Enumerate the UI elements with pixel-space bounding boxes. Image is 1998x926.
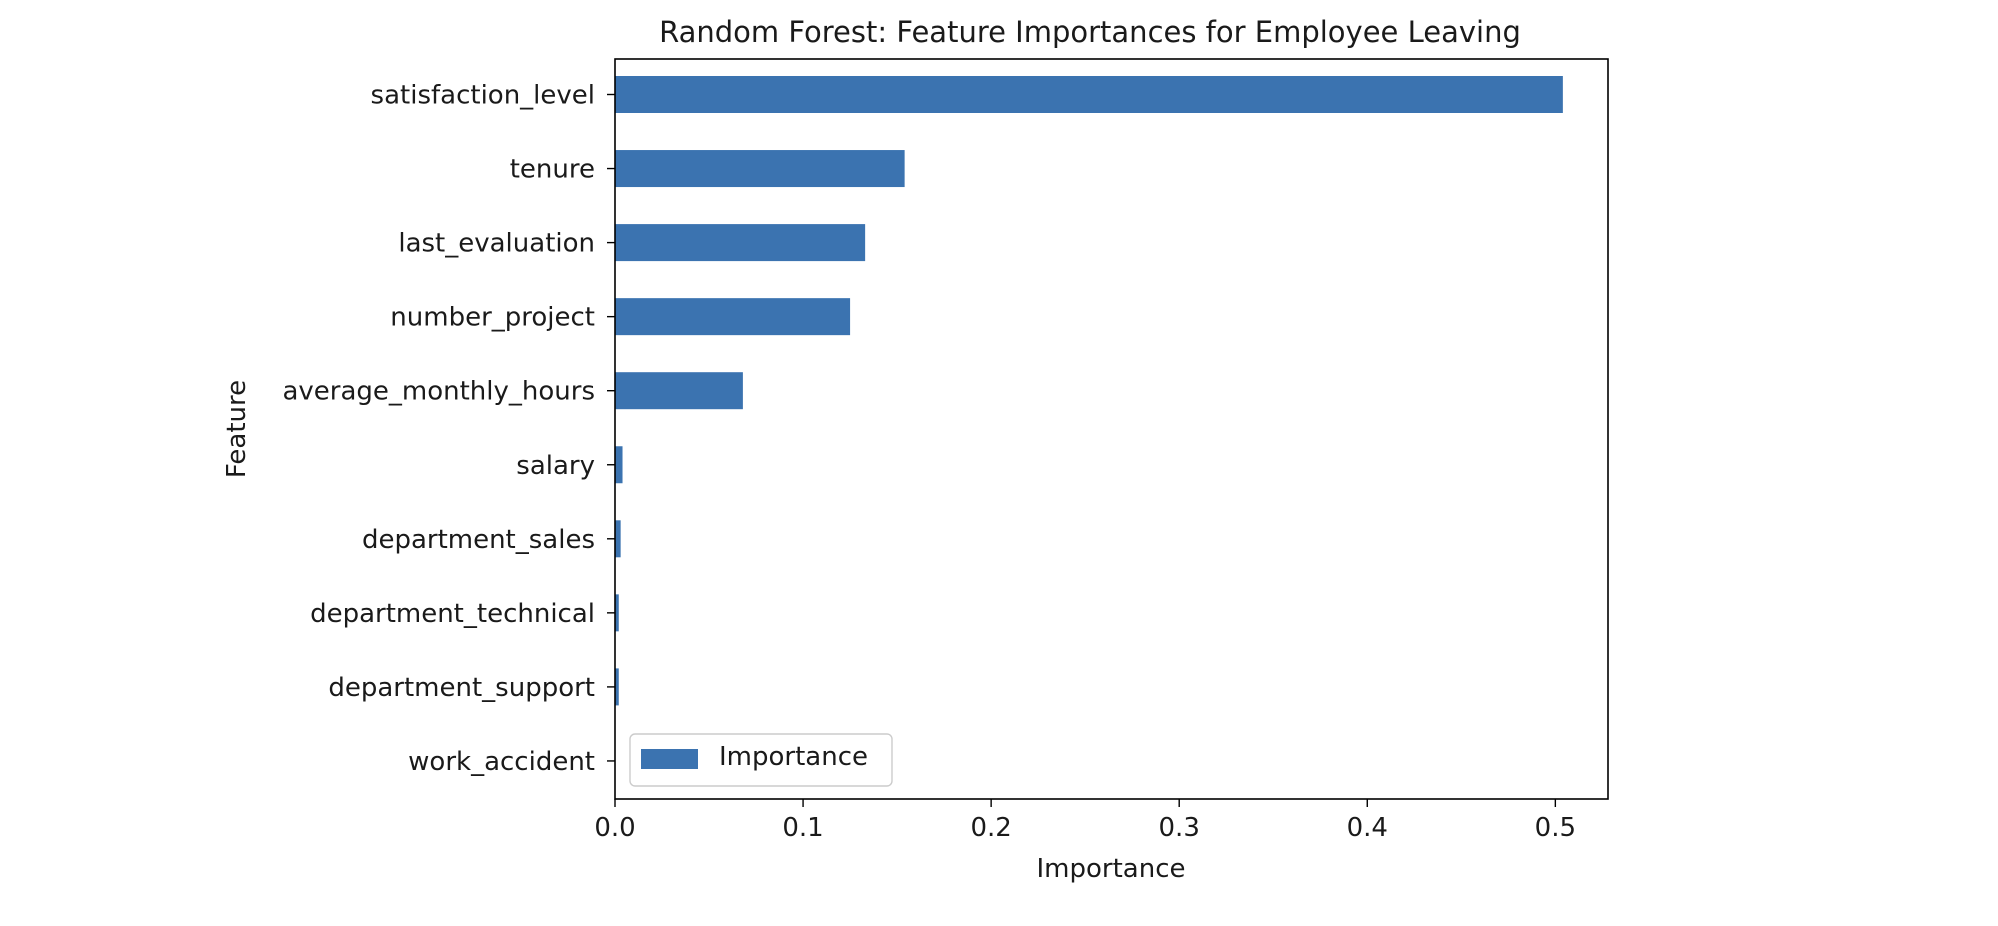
x-axis-ticks: 0.0 0.1 0.2 0.3 0.4 0.5	[594, 799, 1576, 843]
y-tick-label: last_evaluation	[398, 229, 595, 259]
bars-group	[615, 76, 1563, 706]
bar-salary	[615, 446, 623, 484]
bar-average-monthly-hours	[615, 372, 743, 410]
legend-box	[629, 733, 893, 787]
x-tick-label: 0.4	[1347, 813, 1388, 843]
chart-title: Random Forest: Feature Importances for E…	[659, 15, 1521, 49]
bar-tenure	[615, 150, 905, 188]
y-tick-label: average_monthly_hours	[282, 377, 595, 407]
bar-satisfaction-level	[615, 76, 1563, 113]
y-tick-label: department_technical	[310, 599, 595, 629]
legend-label: Importance	[719, 742, 868, 772]
x-tick-label: 0.5	[1535, 813, 1576, 843]
y-tick-label: department_sales	[362, 525, 595, 555]
x-tick-label: 0.2	[970, 813, 1011, 843]
bar-last-evaluation	[615, 224, 866, 262]
bar-department-technical	[615, 594, 619, 632]
y-axis-label: Feature	[222, 380, 252, 478]
legend-swatch	[641, 749, 698, 769]
y-tick-label: department_support	[328, 673, 595, 703]
y-tick-label: tenure	[510, 155, 595, 185]
bar-department-support	[615, 668, 619, 706]
x-tick-label: 0.1	[782, 813, 823, 843]
plot-frame	[614, 58, 1609, 800]
y-tick-label: number_project	[390, 303, 595, 333]
y-tick-label: salary	[516, 451, 595, 481]
y-tick-label: work_accident	[408, 747, 595, 777]
bar-department-sales	[615, 520, 621, 558]
x-tick-label: 0.3	[1159, 813, 1200, 843]
x-tick-label: 0.0	[594, 813, 635, 843]
y-tick-label: satisfaction_level	[371, 81, 595, 111]
legend: Importance	[629, 733, 893, 787]
x-axis-label: Importance	[1037, 854, 1186, 884]
bar-number-project	[615, 298, 851, 336]
